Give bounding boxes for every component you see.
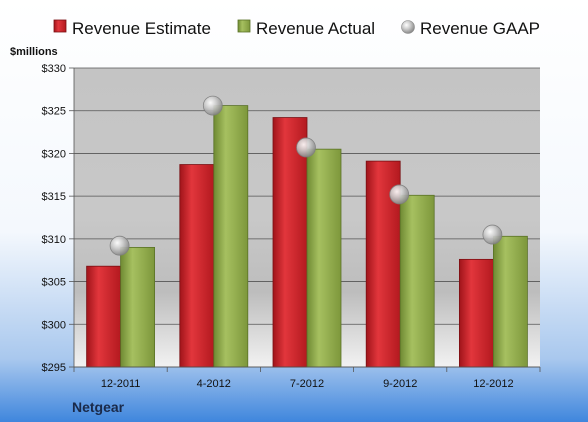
- bar-revenue-actual: [306, 148, 342, 368]
- gaap-markers: [109, 95, 503, 256]
- y-tick-label: $300: [42, 319, 66, 331]
- legend-label-revenue-actual: Revenue Actual: [256, 19, 375, 38]
- bar-revenue-estimate: [86, 265, 121, 368]
- x-axis: 12-2011 4-2012 7-2012 9-2012 12-2012: [73, 366, 541, 390]
- bar-revenue-actual: [213, 105, 249, 368]
- legend-swatch-revenue-gaap: [401, 20, 415, 34]
- x-tick-label: 12-2011: [101, 378, 141, 390]
- legend-label-revenue-gaap: Revenue GAAP: [420, 19, 540, 38]
- y-tick-label: $315: [42, 191, 66, 203]
- y-axis: $295 $300 $305 $310 $315 $320 $325 $330: [42, 63, 75, 374]
- bar-revenue-actual: [120, 246, 155, 368]
- company-label: Netgear: [72, 399, 125, 415]
- y-tick-label: $310: [42, 234, 66, 246]
- y-tick-label: $320: [42, 148, 66, 160]
- x-tick-label: 4-2012: [197, 378, 231, 390]
- y-tick-label: $330: [42, 63, 66, 75]
- y-tick-label: $325: [42, 106, 66, 118]
- bar-revenue-estimate: [272, 117, 308, 368]
- y-axis-unit-label: $millions: [10, 46, 58, 58]
- marker-revenue-gaap: [109, 235, 130, 256]
- legend: Revenue Estimate Revenue Actual Revenue …: [53, 19, 540, 38]
- marker-revenue-gaap: [202, 95, 223, 116]
- x-tick-label: 9-2012: [383, 378, 417, 390]
- bar-revenue-actual: [399, 194, 435, 368]
- legend-swatch-revenue-actual: [237, 19, 251, 33]
- bar-revenue-estimate: [458, 258, 494, 368]
- y-tick-label: $295: [42, 362, 66, 374]
- x-tick-label: 7-2012: [290, 378, 324, 390]
- marker-revenue-gaap: [296, 137, 316, 158]
- marker-revenue-gaap: [482, 224, 503, 245]
- y-tick-label: $305: [42, 277, 66, 289]
- marker-revenue-gaap: [389, 184, 410, 205]
- bars: [86, 105, 528, 368]
- bar-revenue-estimate: [179, 164, 215, 368]
- legend-swatch-revenue-estimate: [53, 19, 67, 33]
- bar-revenue-actual: [492, 235, 528, 368]
- x-tick-label: 12-2012: [473, 378, 513, 390]
- legend-label-revenue-estimate: Revenue Estimate: [72, 19, 211, 38]
